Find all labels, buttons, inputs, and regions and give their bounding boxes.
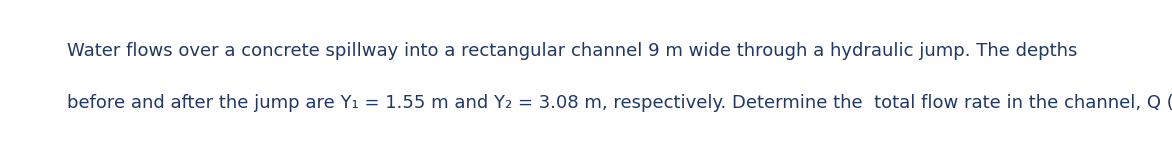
Text: before and after the jump are Y₁ = 1.55 m and Y₂ = 3.08 m, respectively. Determi: before and after the jump are Y₁ = 1.55 … xyxy=(67,94,1172,112)
Text: Water flows over a concrete spillway into a rectangular channel 9 m wide through: Water flows over a concrete spillway int… xyxy=(67,42,1077,60)
